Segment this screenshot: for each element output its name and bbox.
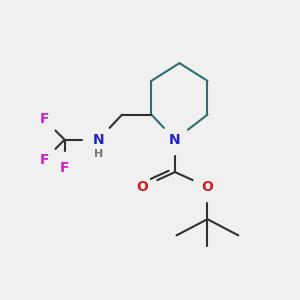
- Text: N: N: [93, 133, 104, 147]
- Text: O: O: [202, 180, 213, 194]
- Text: H: H: [94, 149, 103, 159]
- Text: N: N: [169, 133, 181, 147]
- Text: H: H: [94, 149, 103, 159]
- Text: O: O: [137, 180, 148, 194]
- Text: F: F: [39, 112, 49, 126]
- Text: F: F: [39, 153, 49, 167]
- Text: F: F: [60, 161, 69, 175]
